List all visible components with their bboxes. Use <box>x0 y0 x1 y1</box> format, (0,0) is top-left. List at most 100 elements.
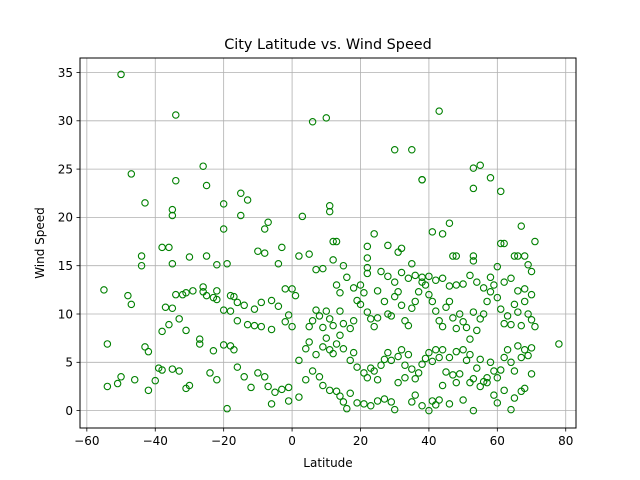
scatter-point <box>308 317 317 325</box>
scatter-point <box>449 252 457 260</box>
scatter-point <box>428 228 437 236</box>
scatter-point <box>325 207 334 216</box>
scatter-point <box>387 312 396 320</box>
scatter-point <box>500 386 508 395</box>
scatter-point <box>500 319 508 328</box>
scatter-point <box>449 371 457 379</box>
scatter-point <box>493 399 502 407</box>
scatter-point <box>517 321 526 330</box>
scatter-point <box>496 366 505 374</box>
scatter-point <box>435 107 443 115</box>
scatter-point <box>442 368 450 376</box>
scatter-point <box>254 369 262 377</box>
scatter-point <box>322 114 331 122</box>
scatter-point <box>469 406 478 415</box>
scatter-point <box>267 296 276 305</box>
scatter-point <box>404 274 413 283</box>
scatter-point <box>469 164 478 172</box>
scatter-point <box>370 367 378 375</box>
scatter-point <box>421 281 430 289</box>
scatter-point <box>206 369 214 377</box>
scatter-point <box>127 300 136 309</box>
scatter-point <box>527 370 536 378</box>
scatter-point <box>425 348 433 357</box>
scatter-point <box>329 256 337 264</box>
scatter-point <box>418 175 426 184</box>
scatter-point <box>209 346 218 355</box>
scatter-point <box>479 284 488 292</box>
scatter-point <box>329 237 337 246</box>
scatter-point <box>264 218 272 226</box>
scatter-point <box>308 367 317 375</box>
scatter-point <box>390 278 399 286</box>
scatter-point <box>284 397 293 405</box>
scatter-point <box>168 365 177 373</box>
scatter-point <box>137 252 146 260</box>
scatter-point <box>322 334 331 342</box>
y-axis-ticks: 0 5 10 15 20 25 30 35 <box>58 66 80 418</box>
scatter-point <box>346 324 354 333</box>
scatter-point <box>100 286 108 294</box>
scatter-point <box>329 349 337 358</box>
y-tick-label: 0 <box>65 404 73 418</box>
scatter-point <box>339 398 348 406</box>
scatter-point <box>514 308 522 316</box>
scatter-point <box>455 370 464 378</box>
scatter-point <box>199 283 207 291</box>
scatter-point <box>288 285 296 293</box>
scatter-point <box>459 280 467 288</box>
scatter-point <box>319 381 327 390</box>
scatter-point <box>373 314 382 322</box>
x-tick-label: −40 <box>143 434 168 448</box>
scatter-point <box>438 381 447 390</box>
scatter-point <box>397 268 406 277</box>
scatter-point <box>363 254 372 262</box>
scatter-point <box>462 323 471 332</box>
scatter-point <box>452 252 461 260</box>
scatter-point <box>520 297 529 306</box>
scatter-point <box>527 344 536 352</box>
scatter-point <box>493 374 502 382</box>
scatter-point <box>432 401 440 409</box>
scatter-point <box>175 367 183 375</box>
scatter-point <box>390 146 399 154</box>
scatter-point <box>332 387 341 396</box>
scatter-point <box>226 291 235 300</box>
scatter-point <box>500 353 508 362</box>
scatter-point <box>260 249 269 257</box>
scatter-point <box>257 298 266 307</box>
scatter-point <box>384 272 392 281</box>
scatter-point <box>367 315 375 323</box>
scatter-point <box>531 322 539 331</box>
scatter-point <box>469 308 478 316</box>
scatter-point <box>428 357 437 366</box>
scatter-point <box>336 331 344 340</box>
scatter-point <box>319 343 327 351</box>
scatter-point <box>445 353 454 362</box>
scatter-point <box>452 378 461 387</box>
scatter-point <box>363 269 372 278</box>
scatter-point <box>250 305 259 313</box>
scatter-point <box>305 322 313 331</box>
scatter-point <box>274 260 283 268</box>
scatter-point <box>202 181 211 190</box>
scatter-point <box>483 297 491 306</box>
scatter-point <box>360 400 368 408</box>
scatter-point <box>168 211 177 220</box>
scatter-point <box>473 364 481 372</box>
scatter-point <box>483 378 491 387</box>
scatter-point <box>394 378 402 387</box>
scatter-point <box>432 276 440 284</box>
scatter-point <box>161 303 170 311</box>
scatter-point <box>158 366 166 374</box>
scatter-point <box>377 267 385 276</box>
axes-frame <box>79 57 577 429</box>
scatter-point <box>319 323 327 332</box>
scatter-point <box>219 225 228 233</box>
scatter-point <box>524 351 532 360</box>
scatter-point <box>476 382 484 391</box>
scatter-point <box>346 356 354 365</box>
scatter-point <box>137 261 146 270</box>
scatter-point <box>339 319 348 328</box>
scatter-point <box>493 293 502 302</box>
